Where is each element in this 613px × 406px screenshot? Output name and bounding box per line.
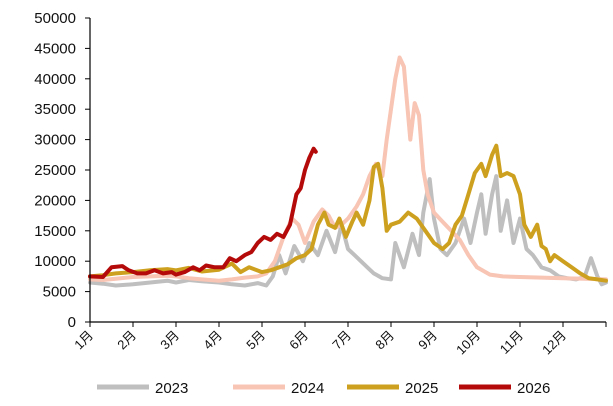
x-tick-label: 12月	[539, 328, 569, 358]
y-tick-label: 35000	[34, 101, 76, 118]
series-line-2023	[88, 174, 608, 288]
y-tick-label: 40000	[34, 71, 76, 88]
x-tick-label: 10月	[453, 328, 483, 358]
y-tick-label: 30000	[34, 132, 76, 149]
y-tick-label: 0	[68, 314, 76, 331]
series-layer	[88, 55, 608, 288]
x-tick-label: 6月	[286, 328, 311, 353]
legend-label-2023: 2023	[155, 380, 188, 397]
x-tick-label: 8月	[372, 328, 397, 353]
legend-label-2024: 2024	[291, 380, 324, 397]
y-tick-label: 45000	[34, 40, 76, 57]
y-tick-label: 20000	[34, 192, 76, 209]
x-tick-label: 11月	[497, 328, 526, 357]
series-line-2026	[88, 146, 318, 279]
axes: 0 5000 10000 15000 20000 25000 30000 35000 40000…	[34, 10, 607, 358]
x-tick-label: 1月	[71, 328, 96, 353]
y-tick-label: 10000	[34, 253, 76, 270]
series-line-2025	[88, 143, 608, 283]
x-tick-label: 5月	[243, 328, 268, 353]
x-tick-label: 9月	[415, 328, 440, 353]
y-tick-label: 15000	[34, 223, 76, 240]
x-tick-label: 3月	[157, 328, 182, 353]
x-tick-label: 4月	[200, 328, 225, 353]
legend-label-2026: 2026	[517, 380, 550, 397]
y-tick-label: 50000	[34, 10, 76, 27]
x-tick-label: 7月	[329, 328, 354, 353]
y-tick-label: 25000	[34, 162, 76, 179]
series-line-2024	[88, 55, 608, 283]
y-tick-label: 5000	[43, 284, 76, 301]
legend-label-2025: 2025	[405, 380, 438, 397]
x-tick-label: 2月	[114, 328, 139, 353]
legend: 2023 2024 2025 2026	[97, 380, 550, 397]
